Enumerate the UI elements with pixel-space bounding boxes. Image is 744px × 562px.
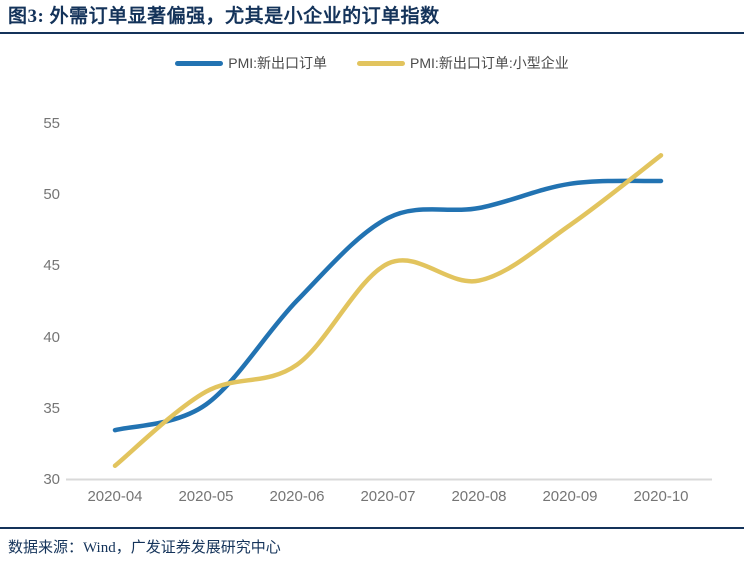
x-axis-tick-label: 2020-09 [542, 488, 598, 505]
chart-legend: PMI:新出口订单 PMI:新出口订单:小型企业 [0, 54, 744, 72]
title-divider [0, 32, 744, 34]
x-axis-tick-label: 2020-04 [87, 488, 143, 505]
legend-label: PMI:新出口订单 [228, 55, 328, 71]
footer-divider [0, 527, 744, 529]
x-axis-tick-label: 2020-10 [633, 488, 689, 505]
legend-swatch-icon [175, 60, 224, 66]
x-axis-tick-label: 2020-05 [178, 488, 234, 505]
chart-title: 图3: 外需订单显著偏强，尤其是小企业的订单指数 [8, 6, 440, 27]
y-axis-tick-label: 35 [43, 399, 60, 417]
y-axis-tick-label: 40 [43, 328, 60, 346]
y-axis-tick-label: 30 [43, 471, 60, 488]
series-line-small-enterprise [112, 153, 664, 469]
legend-label: PMI:新出口订单:小型企业 [410, 55, 569, 71]
data-source-note: 数据来源：Wind，广发证券发展研究中心 [8, 540, 281, 556]
y-axis-tick-label: 55 [43, 115, 60, 132]
series-line-export-orders [112, 178, 664, 433]
legend-swatch-icon [357, 60, 406, 66]
y-axis-tick-label: 50 [43, 186, 60, 204]
y-axis-tick-label: 45 [43, 257, 60, 275]
x-axis-tick-label: 2020-08 [451, 488, 507, 505]
x-axis-tick-label: 2020-06 [269, 488, 325, 505]
x-axis-tick-label: 2020-07 [360, 488, 416, 505]
legend-item-export-orders: PMI:新出口订单 [175, 53, 327, 73]
legend-item-small-enterprise: PMI:新出口订单:小型企业 [357, 53, 569, 73]
